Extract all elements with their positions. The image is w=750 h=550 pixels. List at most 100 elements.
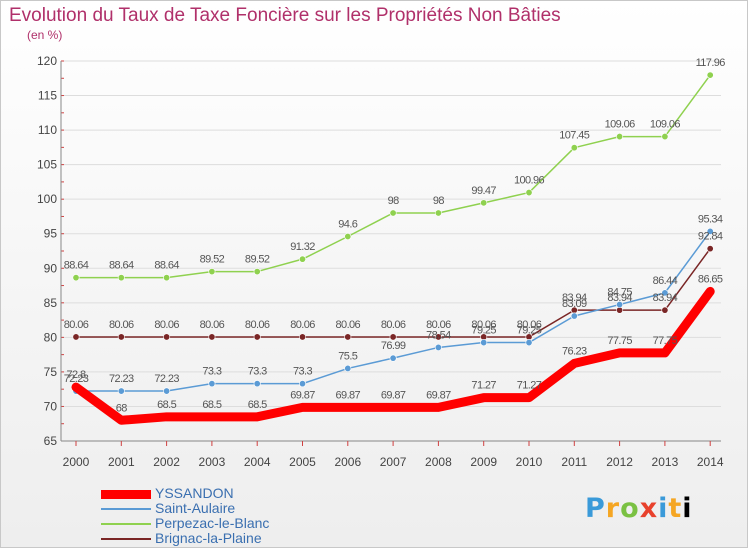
data-point bbox=[117, 274, 125, 282]
x-tick-label: 2006 bbox=[334, 455, 361, 469]
data-point bbox=[661, 133, 669, 141]
data-point bbox=[570, 144, 578, 152]
data-point bbox=[661, 289, 669, 297]
data-label: 92.84 bbox=[698, 231, 723, 243]
data-label: 68.5 bbox=[157, 399, 176, 411]
data-point bbox=[163, 274, 171, 282]
data-label: 89.52 bbox=[200, 254, 225, 266]
data-point bbox=[661, 306, 669, 314]
data-label: 69.87 bbox=[336, 389, 361, 401]
data-label: 80.06 bbox=[154, 319, 179, 331]
data-point bbox=[616, 301, 624, 309]
data-label: 76.99 bbox=[381, 340, 406, 352]
data-point bbox=[208, 380, 216, 388]
series-line-saint-aulaire bbox=[75, 230, 711, 392]
x-tick-label: 2004 bbox=[244, 455, 271, 469]
data-label: 80.06 bbox=[517, 319, 542, 331]
legend-swatch bbox=[101, 523, 151, 525]
data-point bbox=[298, 333, 306, 341]
x-tick-label: 2008 bbox=[425, 455, 452, 469]
legend-swatch bbox=[101, 489, 151, 499]
y-tick-label: 110 bbox=[38, 123, 57, 137]
data-label: 83.09 bbox=[562, 298, 587, 310]
data-point bbox=[389, 209, 397, 217]
data-label: 91.32 bbox=[290, 241, 315, 253]
data-label: 80.06 bbox=[245, 319, 270, 331]
data-label: 79.25 bbox=[517, 325, 542, 337]
data-label: 99.47 bbox=[471, 185, 496, 197]
data-point bbox=[344, 333, 352, 341]
data-point bbox=[389, 333, 397, 341]
data-point bbox=[253, 380, 261, 388]
data-point bbox=[706, 227, 714, 235]
data-point bbox=[480, 339, 488, 347]
data-label: 80.06 bbox=[336, 319, 361, 331]
data-label: 73.3 bbox=[202, 366, 221, 378]
data-label: 80.06 bbox=[290, 319, 315, 331]
data-label: 109.06 bbox=[605, 119, 636, 131]
series-line-yssandon bbox=[71, 286, 715, 425]
legend-label: Perpezac-le-Blanc bbox=[155, 515, 270, 531]
data-label: 71.27 bbox=[517, 380, 542, 392]
data-label: 69.87 bbox=[381, 389, 406, 401]
data-label: 88.64 bbox=[154, 260, 179, 272]
data-label: 68 bbox=[116, 402, 128, 414]
data-label: 107.45 bbox=[559, 130, 590, 142]
data-label: 84.75 bbox=[607, 287, 632, 299]
data-label: 80.06 bbox=[426, 319, 451, 331]
data-point bbox=[163, 387, 171, 395]
data-label: 89.52 bbox=[245, 254, 270, 266]
y-tick-label: 80 bbox=[44, 330, 58, 344]
data-point bbox=[208, 268, 216, 276]
data-label: 88.64 bbox=[109, 260, 134, 272]
x-tick-label: 2000 bbox=[63, 455, 90, 469]
data-point bbox=[434, 333, 442, 341]
data-label: 83.94 bbox=[562, 292, 587, 304]
y-tick-label: 120 bbox=[37, 54, 57, 68]
proxiti-logo: Proxiti bbox=[585, 493, 693, 524]
logo-letter: i bbox=[658, 493, 669, 524]
legend-swatch bbox=[101, 538, 151, 540]
data-label: 73.3 bbox=[293, 366, 312, 378]
data-label: 80.06 bbox=[64, 319, 89, 331]
series-line-perpezac-le-blanc bbox=[75, 74, 711, 279]
y-tick-label: 100 bbox=[37, 192, 57, 206]
x-tick-label: 2007 bbox=[380, 455, 407, 469]
data-label: 72.23 bbox=[64, 373, 89, 385]
data-label: 68.5 bbox=[248, 399, 267, 411]
data-label: 98 bbox=[388, 195, 400, 207]
legend-label: Brignac-la-Plaine bbox=[155, 530, 262, 546]
x-tick-label: 2009 bbox=[470, 455, 497, 469]
data-point bbox=[117, 387, 125, 395]
data-label: 76.23 bbox=[562, 345, 587, 357]
x-tick-label: 2012 bbox=[606, 455, 633, 469]
logo-letter: o bbox=[620, 493, 640, 524]
data-point bbox=[253, 268, 261, 276]
data-point bbox=[72, 333, 80, 341]
data-point bbox=[616, 133, 624, 141]
data-point bbox=[570, 312, 578, 320]
logo-letter: x bbox=[639, 493, 659, 524]
data-point bbox=[344, 364, 352, 372]
data-label: 94.6 bbox=[338, 218, 357, 230]
x-tick-label: 2013 bbox=[652, 455, 679, 469]
data-label: 71.27 bbox=[471, 380, 496, 392]
x-tick-label: 2005 bbox=[289, 455, 316, 469]
data-point bbox=[706, 245, 714, 253]
data-point bbox=[434, 209, 442, 217]
y-tick-label: 70 bbox=[44, 399, 58, 413]
y-tick-label: 115 bbox=[38, 89, 57, 103]
data-label: 86.65 bbox=[698, 273, 723, 285]
data-label: 69.87 bbox=[426, 389, 451, 401]
data-point bbox=[208, 333, 216, 341]
y-tick-label: 90 bbox=[44, 261, 58, 275]
logo-letter: r bbox=[605, 493, 621, 524]
data-label: 83.94 bbox=[607, 292, 632, 304]
y-tick-label: 95 bbox=[44, 227, 58, 241]
data-label: 75.5 bbox=[338, 350, 357, 362]
logo-letter: P bbox=[585, 493, 606, 524]
data-point bbox=[525, 189, 533, 197]
legend-swatch bbox=[101, 508, 151, 510]
data-label: 86.44 bbox=[653, 275, 678, 287]
